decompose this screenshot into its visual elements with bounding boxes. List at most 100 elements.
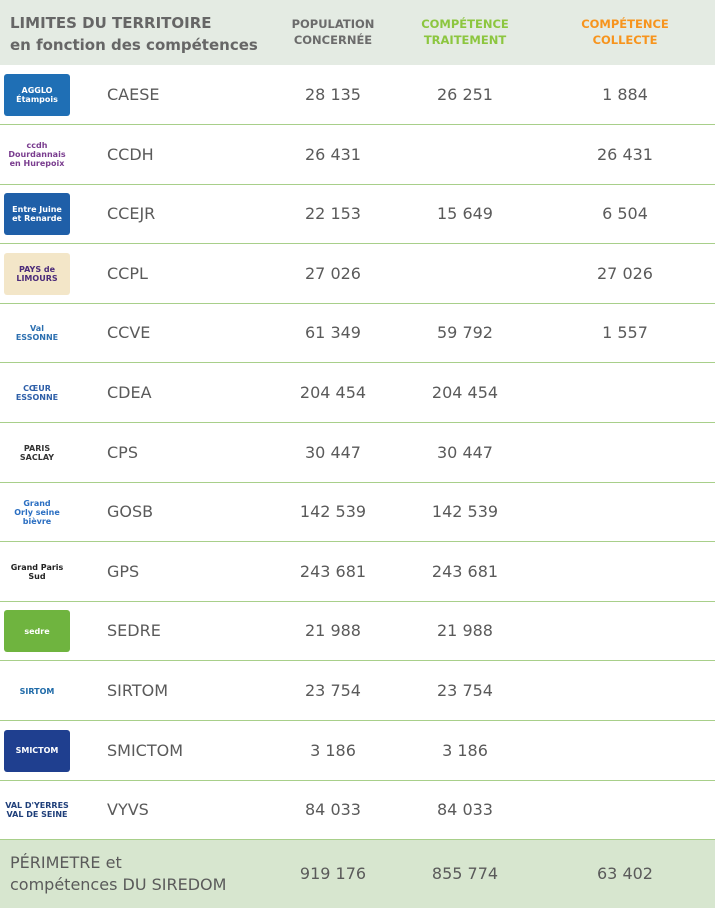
table-row: PAYS de LIMOURS CCPL 27 026 27 026 — [0, 244, 715, 304]
table-row: SIRTOM SIRTOM 23 754 23 754 — [0, 661, 715, 721]
row-value: 23 754 — [305, 681, 361, 700]
column-header: COMPÉTENCE COLLECTE — [550, 16, 700, 48]
logo-text: SIRTOM — [19, 686, 55, 696]
row-name: GOSB — [107, 502, 154, 522]
row-value: 30 447 — [305, 442, 361, 462]
row-name: VYVS — [107, 800, 149, 820]
footer-value: 63 402 — [597, 864, 653, 883]
row-value: 204 454 — [299, 383, 367, 402]
row-name: SEDRE — [107, 621, 161, 641]
row-value: 3 186 — [442, 740, 488, 760]
row-name: CCDH — [107, 144, 154, 164]
row-logo: sedre — [4, 610, 70, 653]
row-name: CCPL — [107, 263, 148, 283]
logo-text: Grand Paris Sud — [10, 562, 64, 581]
row-value: 243 681 — [299, 561, 367, 581]
logo-text: LIMOURS — [16, 273, 58, 283]
row-value: 243 681 — [431, 561, 499, 581]
footer-title: PÉRIMETRE et compétences DU SIREDOM — [10, 852, 226, 896]
row-value: 26 251 — [437, 85, 493, 104]
row-name: CDEA — [107, 383, 152, 402]
logo-text: sedre — [24, 626, 50, 636]
table-row: Val ESSONNE CCVE 61 349 59 792 1 557 — [0, 303, 715, 364]
row-value: 1 884 — [602, 85, 648, 104]
row-value: 6 504 — [602, 204, 648, 224]
logo-text: AGGLO — [21, 86, 53, 95]
row-logo: Grand Orly seine bièvre — [4, 491, 70, 534]
logo-text: Orly seine — [14, 507, 60, 517]
row-value: 30 447 — [437, 442, 493, 462]
logo-text: Dourdannais — [8, 150, 66, 160]
row-value: 59 792 — [437, 323, 493, 343]
table-header: LIMITES DU TERRITOIRE en fonction des com… — [0, 0, 715, 65]
row-name: GPS — [107, 561, 140, 581]
table-row: Grand Orly seine bièvre GOSB 142 539 142 539 — [0, 482, 715, 543]
row-name: CPS — [107, 442, 138, 462]
logo-text: Grand — [23, 498, 51, 508]
row-value: 1 557 — [602, 323, 648, 343]
logo-text: PARIS — [23, 443, 51, 453]
row-name: CCVE — [107, 323, 151, 343]
row-value: 84 033 — [437, 800, 493, 820]
logo-text: SACLAY — [19, 452, 55, 462]
row-value: 142 539 — [431, 502, 499, 522]
logo-text: ESSONNE — [15, 393, 59, 402]
logo-text: Val — [30, 324, 44, 334]
logo-text: en Hurepoix — [9, 159, 65, 169]
footer-title-line: compétences DU SIREDOM — [10, 875, 227, 894]
row-value: 22 153 — [305, 204, 361, 224]
logo-text: ccdh — [26, 141, 48, 151]
row-logo: CŒUR ESSONNE — [4, 372, 70, 414]
row-value: 21 988 — [305, 621, 361, 641]
column-header: COMPÉTENCE TRAITEMENT — [390, 16, 540, 48]
row-logo: SMICTOM — [4, 729, 70, 772]
column-header: POPULATION CONCERNÉE — [258, 16, 408, 48]
row-logo: AGGLO Étampois — [4, 74, 70, 116]
row-value: 3 186 — [310, 740, 356, 760]
column-header-line: TRAITEMENT — [423, 33, 507, 47]
row-value: 27 026 — [305, 263, 361, 283]
row-value: 28 135 — [305, 85, 361, 104]
table-row: SMICTOM SMICTOM 3 186 3 186 — [0, 721, 715, 781]
column-header-line: COMPÉTENCE — [421, 17, 509, 31]
logo-text: ESSONNE — [15, 333, 59, 343]
row-logo: PAYS de LIMOURS — [4, 252, 70, 295]
column-header-line: COMPÉTENCE — [581, 17, 669, 31]
logo-text: SMICTOM — [15, 746, 59, 756]
row-name: CAESE — [107, 85, 160, 104]
logo-text: VAL DE SEINE — [6, 810, 68, 820]
row-value: 26 431 — [597, 144, 653, 164]
title-line: LIMITES DU TERRITOIRE — [10, 14, 212, 32]
column-header-line: COLLECTE — [592, 33, 658, 47]
logo-text: bièvre — [22, 516, 52, 526]
row-value: 21 988 — [437, 621, 493, 641]
table-footer: PÉRIMETRE et compétences DU SIREDOM 919 17… — [0, 840, 715, 908]
footer-value: 855 774 — [431, 864, 499, 883]
row-value: 27 026 — [597, 263, 653, 283]
table-row: Grand Paris Sud GPS 243 681 243 681 — [0, 542, 715, 602]
row-logo: SIRTOM — [4, 670, 70, 712]
row-logo: Entre Juine et Renarde — [4, 193, 70, 236]
table-row: ccdh Dourdannais en Hurepoix CCDH 26 431 26 4… — [0, 125, 715, 185]
table-row: VAL D'YERRES VAL DE SEINE VYVS 84 033 84 033 — [0, 780, 715, 841]
row-value: 204 454 — [431, 383, 499, 402]
row-logo: VAL D'YERRES VAL DE SEINE — [4, 789, 70, 832]
logo-text: PAYS de — [18, 264, 56, 274]
row-name: SMICTOM — [107, 740, 184, 760]
table-row: PARIS SACLAY CPS 30 447 30 447 — [0, 423, 715, 483]
table-row: AGGLO Étampois CAESE 28 135 26 251 1 884 — [0, 65, 715, 125]
row-name: SIRTOM — [107, 681, 168, 700]
title-line: en fonction des compétences — [10, 36, 258, 54]
table-row: CŒUR ESSONNE CDEA 204 454 204 454 — [0, 363, 715, 423]
logo-text: Étampois — [16, 95, 58, 104]
table-row: Entre Juine et Renarde CCEJR 22 153 15 649 6 … — [0, 184, 715, 245]
row-value: 26 431 — [305, 144, 361, 164]
logo-text: et Renarde — [12, 214, 62, 224]
row-value: 84 033 — [305, 800, 361, 820]
row-name: CCEJR — [107, 204, 156, 224]
row-value: 15 649 — [437, 204, 493, 224]
table-row: sedre SEDRE 21 988 21 988 — [0, 601, 715, 662]
row-logo: PARIS SACLAY — [4, 431, 70, 474]
row-value: 61 349 — [305, 323, 361, 343]
column-header-line: CONCERNÉE — [293, 33, 373, 47]
